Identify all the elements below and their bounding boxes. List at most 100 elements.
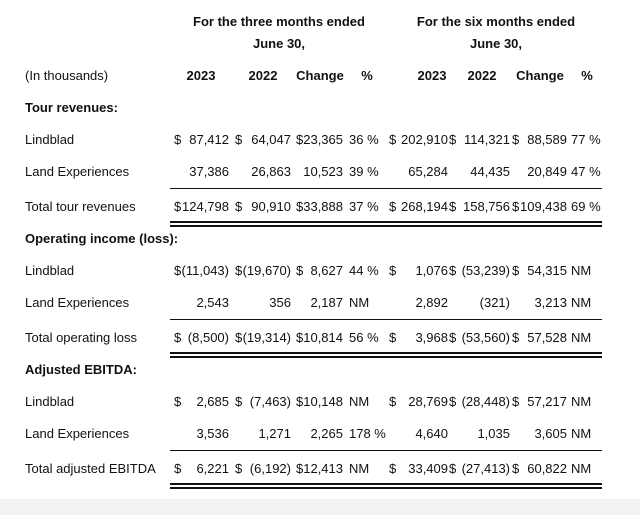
currency-sign: $ <box>296 330 304 345</box>
percent-change: NM <box>571 426 592 441</box>
column-header: 2022 <box>248 68 278 83</box>
amount: 28,769 <box>408 394 448 409</box>
currency-sign: $ <box>389 330 397 345</box>
column-header: Change <box>516 68 564 83</box>
amount: 3,968 <box>415 330 448 345</box>
amount: 23,365 <box>303 132 343 147</box>
amount: 356 <box>269 295 291 310</box>
amount: 10,523 <box>303 164 343 179</box>
currency-sign: $ <box>174 263 182 278</box>
amount: (8,500) <box>187 330 229 345</box>
amount: (53,239) <box>461 263 510 278</box>
amount: 54,315 <box>527 263 567 278</box>
percent-change: 37 % <box>349 199 379 214</box>
percent-change: NM <box>571 394 592 409</box>
currency-sign: $ <box>174 394 182 409</box>
row-label: Lindblad <box>25 394 75 409</box>
amount: (321) <box>479 295 510 310</box>
amount: 88,589 <box>527 132 567 147</box>
percent-change: 56 % <box>349 330 379 345</box>
percent-change: NM <box>571 461 592 476</box>
currency-sign: $ <box>235 132 243 147</box>
amount: 12,413 <box>303 461 343 476</box>
amount: 8,627 <box>310 263 343 278</box>
rule <box>170 188 602 189</box>
currency-sign: $ <box>449 263 457 278</box>
amount: (7,463) <box>249 394 291 409</box>
row-label: Land Experiences <box>25 426 130 441</box>
percent-change: NM <box>349 461 370 476</box>
column-header: 2023 <box>186 68 216 83</box>
section-title: Adjusted EBITDA: <box>25 362 137 377</box>
currency-sign: $ <box>296 263 304 278</box>
amount: 44,435 <box>470 164 510 179</box>
column-header: 2022 <box>467 68 497 83</box>
currency-sign: $ <box>449 132 457 147</box>
period-header: For the six months ended <box>416 14 576 29</box>
period-header: For the three months ended <box>193 14 365 29</box>
currency-sign: $ <box>174 330 182 345</box>
rule <box>170 487 602 489</box>
rule <box>170 352 602 354</box>
amount: 33,409 <box>408 461 448 476</box>
amount: 60,822 <box>527 461 567 476</box>
amount: (19,314) <box>242 330 291 345</box>
total-label: Total adjusted EBITDA <box>25 461 156 476</box>
currency-sign: $ <box>512 132 520 147</box>
amount: 20,849 <box>527 164 567 179</box>
currency-sign: $ <box>296 199 304 214</box>
currency-sign: $ <box>235 199 243 214</box>
currency-sign: $ <box>174 132 182 147</box>
amount: 1,035 <box>477 426 510 441</box>
amount: 1,076 <box>415 263 448 278</box>
amount: (27,413) <box>461 461 510 476</box>
amount: 10,814 <box>303 330 343 345</box>
amount: 26,863 <box>251 164 291 179</box>
percent-change: 47 % <box>571 164 601 179</box>
period-header: June 30, <box>252 36 306 51</box>
percent-change: NM <box>349 295 370 310</box>
amount: 33,888 <box>303 199 343 214</box>
row-label: Lindblad <box>25 263 75 278</box>
currency-sign: $ <box>235 461 243 476</box>
amount: 57,528 <box>527 330 567 345</box>
currency-sign: $ <box>512 461 520 476</box>
column-header: 2023 <box>417 68 447 83</box>
amount: 65,284 <box>408 164 448 179</box>
rule <box>170 319 602 320</box>
amount: 268,194 <box>401 199 448 214</box>
amount: 158,756 <box>463 199 510 214</box>
rule <box>170 225 602 227</box>
currency-sign: $ <box>174 199 182 214</box>
currency-sign: $ <box>389 263 397 278</box>
percent-change: 77 % <box>571 132 601 147</box>
percent-change: 178 % <box>349 426 386 441</box>
percent-change: 36 % <box>349 132 379 147</box>
currency-sign: $ <box>235 394 243 409</box>
amount: 4,640 <box>415 426 448 441</box>
amount: (53,560) <box>461 330 510 345</box>
currency-sign: $ <box>389 461 397 476</box>
amount: 3,536 <box>196 426 229 441</box>
amount: 3,605 <box>534 426 567 441</box>
percent-change: 69 % <box>571 199 601 214</box>
percent-change: NM <box>571 263 592 278</box>
currency-sign: $ <box>296 394 304 409</box>
amount: 64,047 <box>251 132 291 147</box>
amount: 10,148 <box>303 394 343 409</box>
currency-sign: $ <box>449 394 457 409</box>
amount: 109,438 <box>520 199 567 214</box>
amount: 2,892 <box>415 295 448 310</box>
currency-sign: $ <box>235 263 243 278</box>
amount: 2,543 <box>196 295 229 310</box>
currency-sign: $ <box>389 199 397 214</box>
column-header: % <box>581 68 593 83</box>
amount: 87,412 <box>189 132 229 147</box>
amount: 124,798 <box>182 199 229 214</box>
rule <box>170 450 602 451</box>
amount: 2,685 <box>196 394 229 409</box>
amount: 6,221 <box>196 461 229 476</box>
currency-sign: $ <box>512 199 520 214</box>
currency-sign: $ <box>296 461 304 476</box>
